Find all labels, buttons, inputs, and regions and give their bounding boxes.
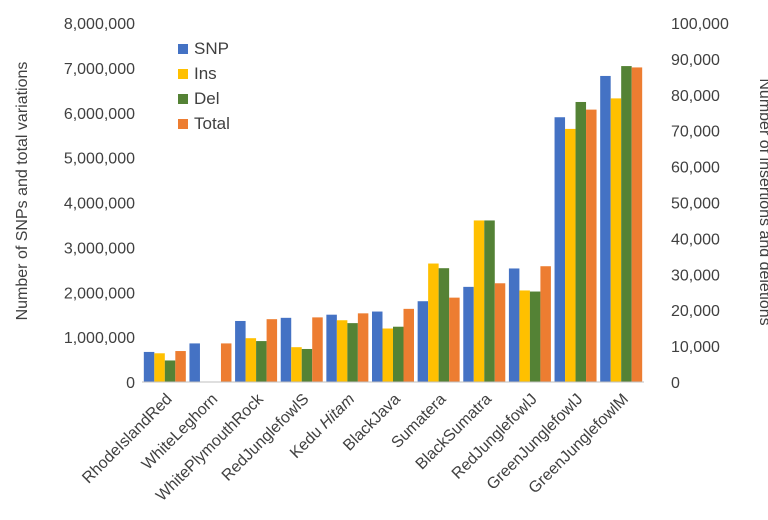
left-tick-label: 5,000,000 [64, 151, 135, 168]
right-tick-label: 60,000 [671, 160, 720, 177]
bar-del-5 [393, 326, 404, 382]
right-tick-label: 90,000 [671, 52, 720, 69]
left-tick-label: 1,000,000 [64, 330, 135, 347]
right-tick-label: 0 [671, 375, 680, 392]
bar-snp-1 [189, 343, 200, 382]
bar-ins-9 [565, 128, 576, 382]
bar-del-4 [347, 323, 358, 382]
right-tick-label: 80,000 [671, 88, 720, 105]
bar-del-0 [164, 360, 176, 382]
category-label: RedJunglefowlJ [449, 391, 541, 483]
legend-label-snp: SNP [194, 39, 229, 58]
bar-snp-9 [554, 117, 566, 383]
right-tick-label: 100,000 [671, 16, 729, 33]
bar-del-7 [484, 220, 495, 382]
bar-ins-0 [154, 353, 165, 382]
bar-ins-3 [291, 347, 302, 382]
bar-ins-6 [428, 263, 439, 382]
legend: SNP Ins Del Total [178, 39, 230, 133]
left-tick-label: 4,000,000 [64, 196, 135, 213]
bar-del-3 [301, 348, 313, 382]
left-tick-label: 0 [126, 375, 135, 392]
left-tick-label: 6,000,000 [64, 106, 135, 123]
category-label-text: RedJunglefowlJ [449, 391, 541, 483]
legend-label-del: Del [194, 89, 220, 108]
right-tick-label: 30,000 [671, 267, 720, 284]
bar-ins-10 [610, 98, 622, 382]
category-labels: RhodeIslandRedWhiteLeghornWhitePlymouthR… [79, 390, 632, 505]
bar-del-8 [529, 291, 541, 382]
left-axis-ticks: 0 1,000,000 2,000,000 3,000,000 4,000,000 5,0… [64, 16, 135, 392]
bar-total-5 [403, 308, 414, 382]
bar-snp-7 [463, 286, 474, 382]
bar-del-9 [575, 101, 587, 382]
bar-total-2 [266, 319, 278, 382]
right-tick-label: 10,000 [671, 339, 720, 356]
bar-ins-4 [336, 320, 348, 382]
legend-swatch-total [178, 119, 188, 129]
bar-total-8 [540, 266, 551, 382]
legend-swatch-ins [178, 69, 188, 79]
bar-total-10 [631, 67, 643, 383]
bar-del-2 [256, 341, 267, 382]
bar-snp-10 [600, 75, 611, 382]
legend-label-ins: Ins [194, 64, 217, 83]
bar-snp-8 [508, 268, 520, 382]
bar-snp-0 [143, 351, 155, 382]
bar-total-6 [449, 297, 460, 382]
bar-total-1 [220, 343, 232, 382]
right-tick-label: 70,000 [671, 124, 720, 141]
bar-snp-2 [235, 320, 246, 382]
bar-total-3 [312, 317, 323, 382]
right-tick-label: 40,000 [671, 231, 720, 248]
legend-swatch-del [178, 94, 188, 104]
right-axis-ticks: 0 10,000 20,000 30,000 40,000 50,000 60,000 70,… [671, 16, 729, 392]
bar-snp-6 [417, 301, 429, 382]
bar-snp-5 [372, 311, 383, 382]
left-tick-label: 3,000,000 [64, 240, 135, 257]
bar-ins-7 [473, 220, 485, 382]
legend-swatch-snp [178, 44, 188, 54]
bar-total-4 [357, 313, 369, 382]
right-tick-label: 50,000 [671, 196, 720, 213]
category-label-italic: Hitam [317, 391, 359, 433]
left-axis-title: Number of SNPs and total variations [14, 62, 31, 321]
bar-del-10 [621, 66, 632, 382]
plot-area [143, 66, 643, 383]
bar-total-7 [494, 283, 506, 382]
left-tick-label: 7,000,000 [64, 61, 135, 78]
bar-ins-8 [519, 290, 530, 382]
bar-snp-3 [280, 317, 292, 382]
bar-total-0 [175, 351, 186, 382]
right-axis-title: Number of insertions and deletions [756, 78, 768, 325]
bar-ins-5 [382, 328, 393, 382]
bar-ins-2 [245, 338, 257, 382]
left-tick-label: 2,000,000 [64, 285, 135, 302]
bar-total-9 [586, 109, 597, 382]
right-tick-label: 20,000 [671, 303, 720, 320]
legend-label-total: Total [194, 114, 230, 133]
left-tick-label: 8,000,000 [64, 16, 135, 33]
bar-snp-4 [326, 314, 337, 382]
bar-del-6 [438, 268, 450, 382]
